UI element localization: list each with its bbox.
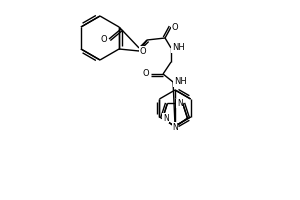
Text: NH: NH [174, 77, 186, 86]
Text: N: N [172, 122, 178, 132]
Text: O: O [143, 70, 149, 78]
Text: N: N [177, 99, 183, 108]
Text: O: O [140, 46, 146, 55]
Text: N: N [163, 114, 169, 123]
Text: NH: NH [172, 44, 184, 52]
Text: O: O [172, 22, 178, 31]
Text: O: O [101, 34, 107, 44]
